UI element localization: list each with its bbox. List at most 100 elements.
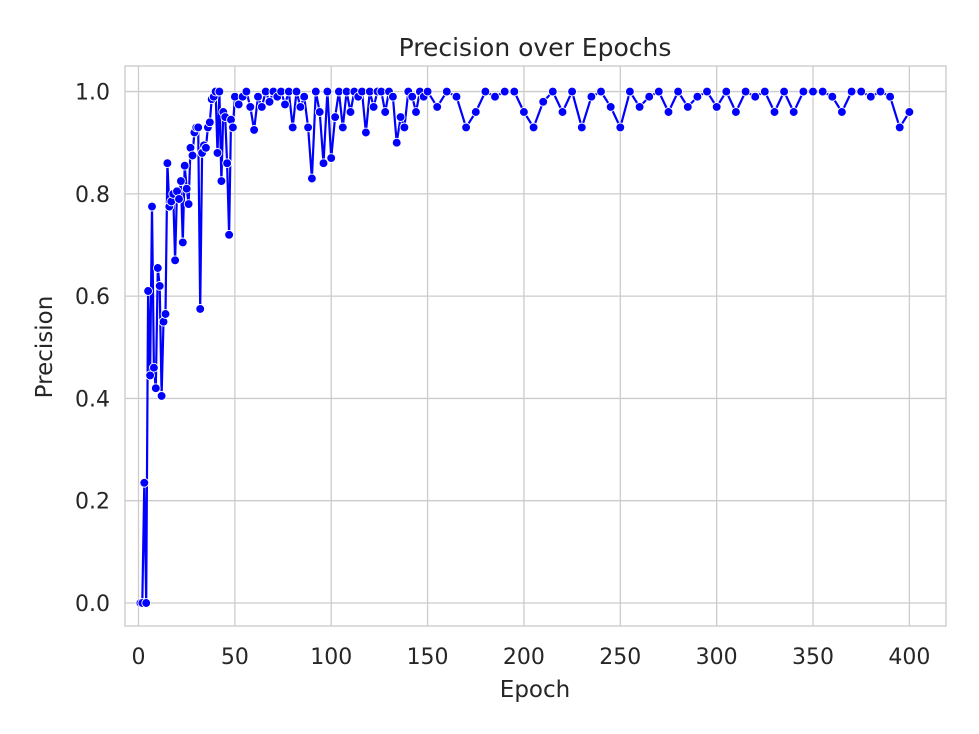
data-point	[345, 107, 356, 117]
data-point	[264, 96, 275, 107]
data-point	[395, 112, 406, 122]
data-point	[480, 86, 491, 97]
data-point	[470, 107, 481, 117]
data-point	[337, 122, 348, 133]
data-point	[596, 86, 606, 97]
data-point	[490, 91, 500, 102]
data-point	[222, 158, 232, 169]
data-point	[731, 107, 741, 117]
x-axis-label: Epoch	[500, 677, 570, 703]
data-point	[150, 383, 161, 394]
data-point	[249, 125, 259, 135]
data-point	[212, 148, 223, 158]
data-point	[291, 86, 302, 97]
data-point	[586, 91, 597, 102]
data-point	[170, 255, 180, 266]
data-point	[411, 107, 421, 117]
x-tick-label: 400	[888, 645, 930, 670]
data-point	[139, 477, 150, 488]
data-point	[310, 86, 321, 97]
tick-labels: 0 50 100 150 200 250 300 350 400 0.0 0.2 0.4 0.6 0.8 1…	[75, 81, 930, 670]
x-tick-label: 100	[310, 645, 352, 670]
data-point	[233, 99, 244, 110]
x-tick-label: 250	[599, 645, 641, 670]
data-point	[653, 86, 664, 97]
data-point	[214, 86, 225, 97]
data-point	[162, 158, 173, 169]
data-point	[154, 281, 165, 291]
data-point	[195, 304, 206, 314]
axes-frame	[124, 65, 947, 627]
data-point	[509, 86, 520, 97]
data-point	[326, 153, 337, 163]
y-tick-label: 1.0	[75, 81, 110, 106]
data-point	[557, 107, 568, 117]
data-point	[779, 86, 789, 97]
data-point	[547, 86, 558, 97]
x-tick-label: 50	[221, 645, 249, 670]
data-point	[885, 91, 895, 102]
data-point	[798, 86, 809, 97]
data-point	[721, 86, 732, 97]
data-point	[228, 122, 238, 133]
data-point	[875, 86, 886, 97]
data-point	[499, 86, 510, 97]
data-point	[625, 86, 635, 97]
data-point	[538, 96, 549, 107]
data-point	[141, 598, 152, 608]
data-point	[567, 86, 577, 97]
x-tick-label: 350	[792, 645, 834, 670]
data-point	[634, 102, 645, 112]
data-point	[682, 102, 693, 112]
data-point	[808, 86, 818, 97]
y-tick-label: 0.6	[75, 285, 110, 310]
data-point	[177, 237, 188, 248]
data-point	[322, 86, 333, 97]
data-point	[576, 122, 587, 133]
data-point	[307, 173, 317, 184]
data-point	[241, 86, 252, 97]
data-point	[149, 362, 159, 373]
data-point	[224, 229, 234, 240]
data-point	[740, 86, 751, 97]
data-point	[253, 91, 263, 102]
data-point	[615, 122, 626, 133]
data-point	[894, 122, 905, 133]
y-axis-label: Precision	[32, 296, 58, 399]
x-tick-label: 150	[407, 645, 449, 670]
data-point	[528, 122, 539, 133]
data-point	[174, 194, 184, 204]
data-point	[407, 91, 418, 102]
data-point	[295, 102, 306, 112]
y-tick-label: 0.4	[75, 387, 110, 412]
plot-frame	[124, 65, 947, 627]
data-point	[605, 102, 616, 112]
x-tick-label: 300	[696, 645, 738, 670]
data-point	[856, 86, 867, 97]
data-point	[183, 199, 194, 209]
data-point	[179, 160, 190, 171]
data-point	[287, 122, 298, 133]
data-point	[380, 107, 391, 117]
data-point	[147, 201, 157, 212]
data-point	[176, 176, 186, 186]
data-point	[299, 91, 310, 102]
data-point	[750, 91, 761, 102]
data-point	[143, 286, 153, 296]
data-point	[318, 158, 329, 169]
data-point	[432, 102, 443, 112]
data-point	[846, 86, 857, 97]
data-point	[422, 86, 433, 97]
data-point	[827, 91, 838, 102]
x-tick-label: 0	[131, 645, 145, 670]
y-tick-label: 0.0	[75, 592, 110, 617]
data-point	[330, 112, 340, 122]
data-point	[303, 122, 313, 133]
data-point	[663, 107, 674, 117]
data-point	[692, 91, 703, 102]
data-point	[817, 86, 828, 97]
data-point	[769, 107, 780, 117]
y-tick-label: 0.2	[75, 490, 110, 515]
chart-title: Precision over Epochs	[399, 33, 672, 62]
